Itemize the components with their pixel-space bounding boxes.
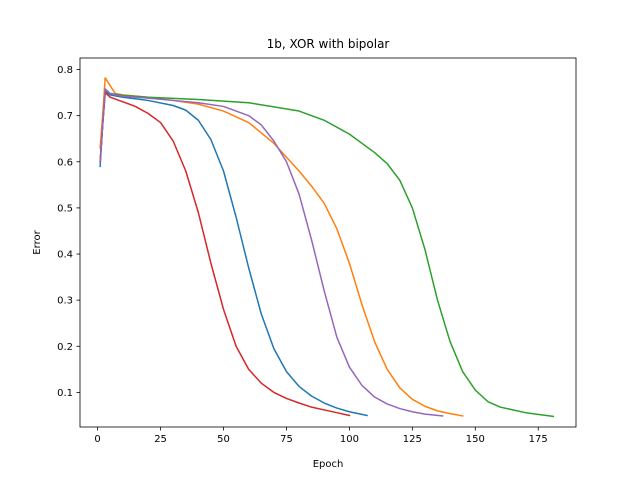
y-tick-label: 0.2: [57, 342, 73, 353]
y-tick-label: 0.8: [57, 65, 73, 76]
plot-area: [80, 58, 576, 427]
y-tick-label: 0.5: [57, 203, 73, 214]
x-tick-label: 25: [154, 434, 167, 445]
series-line-5: [99, 88, 444, 417]
plot-frame: [79, 57, 577, 428]
y-axis-ticks: 0.1 0.2 0.3 0.4 0.5 0.6 0.7 0.8: [57, 65, 80, 399]
x-tick-label: 100: [340, 434, 359, 445]
x-tick-label: 0: [94, 434, 100, 445]
y-tick-label: 0.7: [57, 111, 73, 122]
chart-title: 1b, XOR with bipolar: [267, 37, 390, 51]
y-tick-label: 0.3: [57, 296, 73, 307]
y-tick-label: 0.6: [57, 157, 73, 168]
x-tick-label: 125: [403, 434, 422, 445]
y-axis-label: Error: [32, 229, 43, 254]
x-tick-label: 150: [466, 434, 485, 445]
x-tick-label: 75: [280, 434, 293, 445]
series-layer: [99, 77, 555, 418]
y-tick-label: 0.1: [57, 388, 73, 399]
x-tick-label: 50: [217, 434, 230, 445]
y-tick-label: 0.4: [57, 250, 73, 261]
x-tick-label: 175: [529, 434, 548, 445]
x-axis-ticks: 0 25 50 75 100 125 150 175: [94, 427, 548, 445]
series-line-4: [99, 91, 351, 417]
x-axis-label: Epoch: [313, 459, 344, 470]
series-line-1: [99, 90, 368, 417]
